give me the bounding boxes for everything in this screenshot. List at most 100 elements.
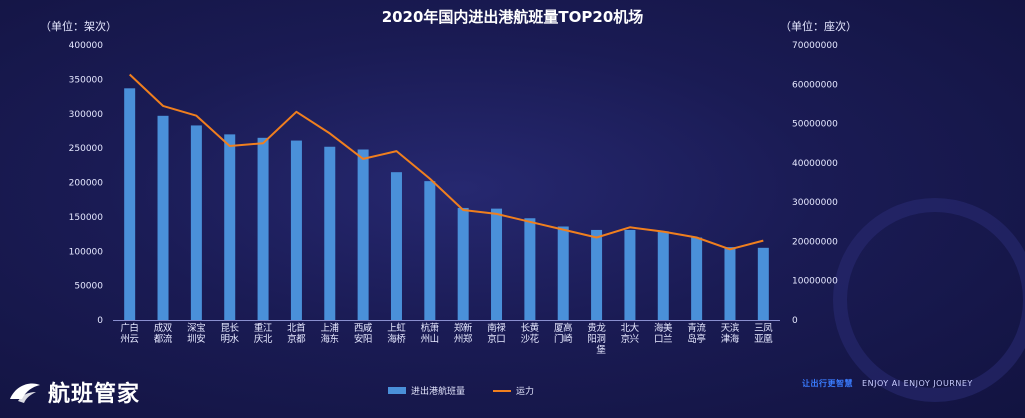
bar [257,137,269,320]
svg-text:萧: 萧 [430,322,440,334]
y-right-tick-label: 70000000 [792,41,838,51]
svg-text:白: 白 [129,322,139,334]
svg-text:兴: 兴 [630,334,640,345]
svg-text:庆: 庆 [254,333,264,345]
svg-text:海: 海 [321,333,331,345]
svg-text:凤: 凤 [763,323,773,334]
legend: 进出港航班量 运力 [388,384,534,397]
svg-text:津: 津 [721,334,731,345]
svg-text:京: 京 [487,333,497,345]
svg-text:杭: 杭 [421,322,431,334]
svg-text:浦: 浦 [330,322,340,334]
svg-text:阳: 阳 [363,334,373,345]
legend-line-label: 运力 [516,387,535,397]
bar [591,229,603,320]
bar [491,208,503,320]
svg-text:上: 上 [321,323,331,334]
svg-text:郑: 郑 [463,333,473,345]
bar [290,140,302,320]
bar [190,125,202,320]
svg-text:美: 美 [663,322,673,334]
watermark-circle [833,198,1025,402]
svg-text:山: 山 [430,334,440,345]
svg-text:洞: 洞 [596,334,606,345]
svg-text:阳: 阳 [587,334,597,345]
legend-item-bar: 进出港航班量 [388,384,465,397]
bar [224,134,236,320]
svg-text:重: 重 [254,322,264,334]
svg-text:东: 东 [330,333,340,345]
chart-title: 2020年国内进出港航班量TOP20机场 [381,8,644,26]
svg-text:州: 州 [421,334,431,345]
svg-text:沙: 沙 [521,334,531,345]
svg-text:海: 海 [730,333,740,345]
svg-text:州: 州 [120,334,130,345]
svg-text:上: 上 [387,323,397,334]
slogan: 让出行更智慧 ENJOY AI ENJOY JOURNEY [802,378,973,389]
svg-text:厦: 厦 [554,323,564,334]
svg-text:水: 水 [229,333,239,345]
svg-text:深: 深 [187,323,197,334]
svg-text:亭: 亭 [696,333,706,345]
y-right-tick-label: 10000000 [792,277,838,287]
bar [324,146,336,320]
bar [724,247,736,320]
svg-text:广: 广 [120,322,130,334]
svg-text:成: 成 [154,322,164,334]
svg-text:都: 都 [296,334,306,345]
svg-text:流: 流 [163,333,173,345]
bar [124,88,136,320]
svg-text:新: 新 [463,322,473,334]
svg-text:崎: 崎 [563,333,573,345]
y-right-tick-label: 50000000 [792,120,838,130]
svg-text:大: 大 [630,322,640,334]
svg-text:昆: 昆 [220,323,230,334]
svg-text:口: 口 [496,334,506,345]
svg-text:天: 天 [721,323,731,334]
svg-text:门: 门 [554,333,564,345]
svg-text:明: 明 [220,334,230,345]
brand-logo: 航班管家 [8,376,140,408]
svg-text:海: 海 [387,333,397,345]
svg-text:海: 海 [654,322,664,334]
y-left-unit-label: （单位：架次） [40,20,117,33]
svg-text:京: 京 [287,333,297,345]
y-right-unit-label: （单位：座次） [780,20,857,33]
svg-text:贵: 贵 [587,322,597,334]
svg-text:安: 安 [354,333,364,345]
svg-text:长: 长 [229,322,239,334]
bar [757,247,769,320]
svg-text:禄: 禄 [496,322,506,334]
svg-text:西: 西 [354,323,364,334]
svg-text:云: 云 [129,334,139,345]
svg-text:岛: 岛 [687,333,697,345]
line-path [129,73,764,251]
y-left-tick-label: 50000 [74,282,103,292]
svg-text:三: 三 [754,323,764,334]
y-right-tick-label: 40000000 [792,159,838,169]
svg-text:长: 长 [521,322,531,334]
svg-text:高: 高 [563,322,573,334]
svg-text:州: 州 [454,334,464,345]
bar [424,181,436,320]
svg-text:桥: 桥 [396,333,406,345]
svg-text:宝: 宝 [196,322,206,334]
svg-text:花: 花 [530,333,540,345]
bar [457,207,469,320]
svg-text:滨: 滨 [730,322,740,334]
brand-icon [10,383,40,403]
